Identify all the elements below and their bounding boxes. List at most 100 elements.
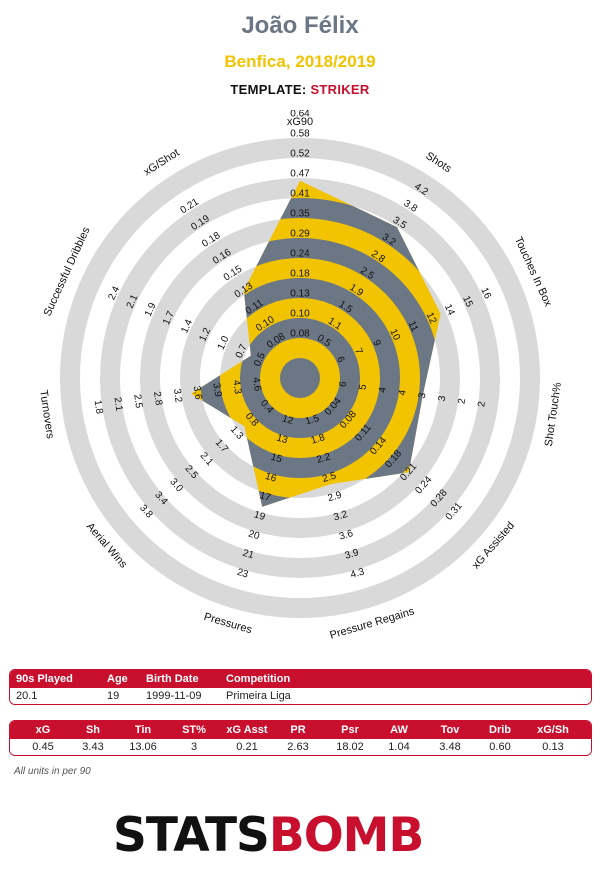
stats-table-header: xG Sh Tin ST% xG Asst PR Psr AW Tov Drib… — [10, 721, 591, 739]
stats-header-cell: Drib — [489, 724, 511, 736]
info-table-row: 20.1 19 1999-11-09 Primeira Liga — [10, 688, 591, 704]
stats-cell: 1.04 — [388, 741, 410, 753]
radar-tick-label: 4.3 — [230, 379, 243, 395]
radar-tick-label: 0.24 — [290, 249, 310, 260]
radar-tick-label: 2.1 — [111, 397, 124, 413]
info-table: 90s Played Age Birth Date Competition 20… — [9, 669, 592, 705]
radar-tick-label: 2.5 — [321, 470, 338, 485]
player-name: João Félix — [241, 12, 359, 39]
radar-tick-label: 4.6 — [250, 377, 263, 393]
radar-axis-label: Shots — [423, 150, 454, 176]
stats-table-row: 0.45 3.43 13.06 3 0.21 2.63 18.02 1.04 3… — [10, 739, 591, 755]
radar-tick-label: 3.6 — [191, 385, 204, 401]
radar-tick-label: 0.18 — [290, 269, 310, 280]
radar-tick-label: 3.2 — [332, 509, 349, 524]
radar-tick-label: 2 — [456, 397, 468, 405]
stats-cell: 0.13 — [542, 741, 564, 753]
radar-tick-label: 13 — [275, 433, 289, 447]
info-cell: 1999-11-09 — [146, 690, 202, 702]
logo-text-stats: STATS — [113, 808, 270, 863]
radar-axis-label: xG90 — [287, 116, 313, 128]
units-footnote: All units in per 90 — [14, 766, 91, 777]
radar-tick-label: 1.7 — [161, 309, 177, 327]
radar-tick-label: 2.1 — [125, 293, 141, 311]
stats-cell: 13.06 — [129, 741, 157, 753]
radar-tick-label: 14 — [442, 303, 457, 318]
radar-tick-label: 19 — [253, 509, 267, 523]
stats-table: xG Sh Tin ST% xG Asst PR Psr AW Tov Drib… — [9, 720, 592, 756]
radar-chart: 0.080.100.130.180.240.290.350.410.470.52… — [37, 110, 564, 642]
radar-axis-label: Turnovers — [37, 389, 56, 440]
stats-header-cell: xG — [35, 724, 51, 736]
radar-tick-label: 0.5 — [252, 351, 268, 369]
radar-tick-label: 5 — [357, 383, 369, 391]
stats-cell: 18.02 — [336, 741, 364, 753]
radar-tick-label: 1.5 — [304, 413, 321, 428]
radar-tick-label: 0.52 — [290, 149, 310, 160]
radar-tick-label: 1.8 — [92, 399, 105, 415]
radar-tick-label: 0.29 — [290, 229, 310, 240]
radar-tick-label: 16 — [264, 471, 278, 485]
stats-cell: 2.63 — [287, 741, 309, 753]
radar-axis-label: Pressures — [202, 611, 253, 637]
radar-tick-label: 0.7 — [234, 342, 250, 360]
stats-cell: 0.45 — [32, 741, 54, 753]
radar-tick-label: 1.0 — [216, 334, 232, 352]
info-cell: 19 — [107, 690, 120, 702]
radar-tick-label: 15 — [460, 294, 475, 309]
radar-tick-label: 2.2 — [315, 451, 332, 466]
stats-header-cell: Tov — [440, 724, 460, 736]
radar-tick-label: 1.4 — [179, 317, 195, 335]
radar-tick-label: 12 — [424, 311, 439, 326]
radar-tick-label: 0.35 — [290, 209, 310, 220]
radar-tick-label: 15 — [269, 452, 283, 466]
radar-tick-label: 4 — [377, 386, 389, 394]
radar-tick-label: 23 — [236, 567, 250, 581]
stats-header-cell: Tin — [134, 724, 152, 736]
radar-tick-label: 2.8 — [151, 391, 164, 407]
radar-tick-label: 0.41 — [290, 189, 310, 200]
radar-tick-label: 17 — [258, 490, 272, 504]
radar-tick-label: 10 — [387, 327, 402, 342]
radar-tick-label: 3.9 — [210, 382, 223, 398]
radar-tick-label: 2.9 — [327, 490, 344, 505]
stats-header-cell: PR — [290, 724, 306, 736]
radar-tick-label: 20 — [247, 529, 261, 543]
radar-tick-label: 0.13 — [290, 289, 310, 300]
radar-tick-label: 0.64 — [290, 110, 310, 120]
radar-tick-label: 0.47 — [290, 169, 310, 180]
template-line: TEMPLATE: STRIKER — [0, 82, 600, 97]
stats-header-cell: Sh — [85, 724, 101, 736]
radar-tick-label: 1.2 — [198, 326, 214, 344]
info-header-cell: Age — [107, 673, 128, 685]
radar-tick-label: 9 — [370, 338, 382, 348]
radar-tick-label: 7 — [352, 347, 364, 357]
info-header-cell: Birth Date — [146, 673, 199, 685]
radar-tick-label: 2.4 — [107, 284, 123, 302]
stats-header-cell: ST% — [182, 724, 206, 736]
radar-tick-label: 0.58 — [290, 129, 310, 140]
radar-tick-label: 0.10 — [290, 309, 310, 320]
stats-header-cell: Psr — [341, 724, 359, 736]
statsbomb-logo: STATSBOMB — [113, 808, 424, 864]
logo-text-bomb: BOMB — [268, 808, 424, 863]
radar-tick-label: 6 — [338, 380, 350, 388]
stats-header-cell: xG Asst — [226, 724, 268, 736]
stats-cell: 3 — [190, 741, 198, 753]
radar-tick-label: 3.6 — [338, 528, 355, 543]
radar-tick-label: 1.9 — [143, 301, 159, 319]
radar-tick-label: 6 — [334, 355, 346, 365]
stats-cell: 3.48 — [439, 741, 461, 753]
radar-tick-label: 16 — [478, 286, 493, 301]
stats-header-cell: xG/Sh — [537, 724, 569, 736]
radar-tick-label: 11 — [406, 319, 420, 333]
stats-header-cell: AW — [390, 724, 408, 736]
template-label: TEMPLATE: — [230, 82, 307, 97]
radar-tick-label: 2.5 — [131, 394, 144, 410]
info-cell: 20.1 — [16, 690, 38, 702]
radar-tick-label: 3.9 — [344, 547, 361, 562]
stats-cell: 3.43 — [82, 741, 104, 753]
info-cell: Primeira Liga — [226, 690, 291, 702]
radar-tick-label: 0.08 — [290, 329, 310, 340]
radar-tick-label: 1.8 — [310, 432, 327, 447]
